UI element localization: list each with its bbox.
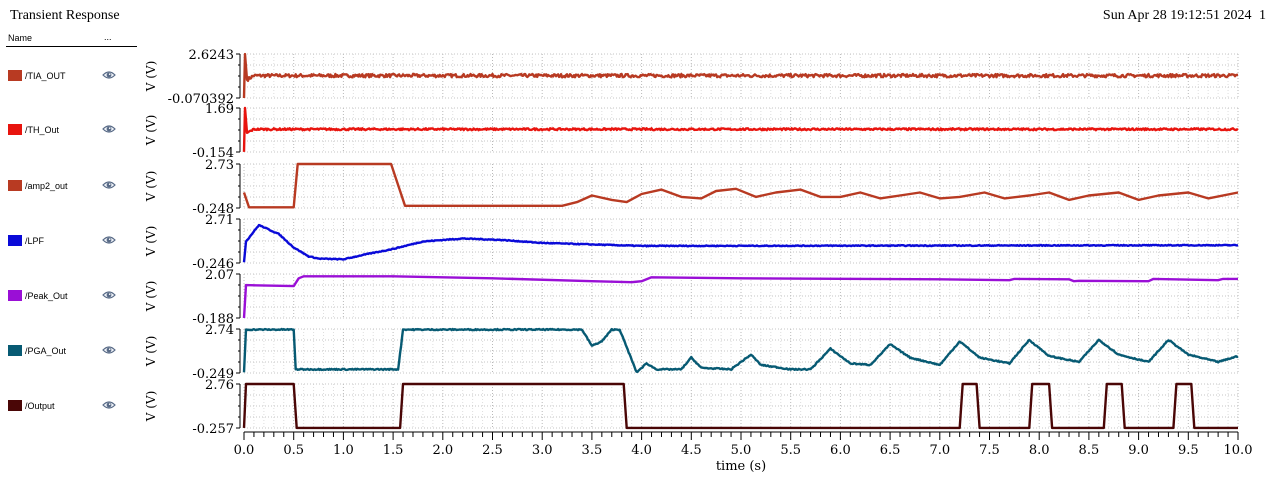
legend-label: /Peak_Out: [25, 291, 68, 301]
legend-label: /TIA_OUT: [25, 71, 66, 81]
x-tick-label: 9.0: [1128, 443, 1149, 458]
legend-item[interactable]: /Output: [6, 398, 136, 414]
y-axis-label: V (V): [144, 281, 158, 313]
x-tick-label: 0.0: [234, 443, 255, 458]
legend-label: /LPF: [25, 236, 45, 246]
x-tick-label: 2.5: [482, 443, 503, 458]
window-title: Transient Response: [10, 8, 120, 23]
y-top-label: 2.74: [205, 323, 234, 338]
legend-swatch: [8, 290, 22, 301]
legend-item[interactable]: /PGA_Out: [6, 343, 136, 359]
legend-swatch: [8, 235, 22, 246]
series-line-output[interactable]: [242, 382, 1238, 430]
x-tick-label: 9.5: [1178, 443, 1199, 458]
y-top-label: 2.73: [205, 158, 234, 173]
y-axis-label: V (V): [144, 115, 158, 147]
y-top-label: 1.69: [205, 102, 234, 117]
y-axis-label: V (V): [144, 61, 158, 93]
y-top-label: 2.07: [205, 268, 234, 283]
x-tick-label: 3.0: [532, 443, 553, 458]
x-tick-label: 6.0: [830, 443, 851, 458]
legend-header-more-button[interactable]: ...: [104, 32, 112, 42]
x-tick-label: 8.5: [1079, 443, 1100, 458]
legend-item[interactable]: /amp2_out: [6, 178, 136, 194]
y-axis-label: V (V): [144, 391, 158, 423]
x-tick-label: 10.0: [1224, 443, 1253, 458]
x-tick-label: 7.0: [929, 443, 950, 458]
y-bottom-label: -0.257: [192, 422, 234, 437]
x-tick-label: 5.5: [780, 443, 801, 458]
x-axis-label: time (s): [716, 459, 766, 474]
x-tick-label: 4.0: [631, 443, 652, 458]
legend-header-name: Name: [8, 33, 33, 43]
legend-item[interactable]: /Peak_Out: [6, 288, 136, 304]
legend-swatch: [8, 400, 22, 411]
y-axis-label: V (V): [144, 336, 158, 368]
page-number: 1: [1259, 8, 1266, 23]
y-axis-label: V (V): [144, 171, 158, 203]
y-top-label: 2.76: [205, 378, 234, 393]
x-tick-label: 0.5: [283, 443, 304, 458]
x-tick-label: 2.0: [432, 443, 453, 458]
x-tick-label: 5.0: [731, 443, 752, 458]
series-line-lpf[interactable]: [242, 223, 1239, 263]
eye-icon[interactable]: [102, 179, 116, 191]
y-bottom-label: -0.248: [192, 202, 234, 217]
legend-label: /PGA_Out: [25, 346, 67, 356]
eye-icon[interactable]: [102, 344, 116, 356]
y-bottom-label: -0.246: [192, 257, 234, 272]
eye-icon[interactable]: [102, 69, 116, 81]
x-tick-label: 8.0: [1029, 443, 1050, 458]
y-bottom-label: -0.249: [192, 367, 234, 382]
y-bottom-label: -0.070392: [168, 92, 234, 107]
timestamp-text: Sun Apr 28 19:12:51 2024: [1102, 8, 1252, 23]
legend-swatch: [8, 180, 22, 191]
series-line-tia_out[interactable]: [242, 52, 1239, 99]
legend-item[interactable]: /LPF: [6, 233, 136, 249]
x-tick-label: 1.0: [333, 443, 354, 458]
legend-item[interactable]: /TIA_OUT: [6, 68, 136, 84]
legend-header: Name ...: [6, 32, 137, 47]
x-tick-label: 3.5: [582, 443, 603, 458]
y-bottom-label: -0.188: [192, 312, 234, 327]
legend-label: /TH_Out: [25, 125, 60, 135]
legend-item[interactable]: /TH_Out: [6, 122, 136, 138]
legend-label: /Output: [25, 401, 55, 411]
legend-swatch: [8, 124, 22, 135]
y-axis-label: V (V): [144, 226, 158, 258]
x-tick-label: 6.5: [880, 443, 901, 458]
y-bottom-label: -0.154: [192, 146, 234, 161]
legend-swatch: [8, 345, 22, 356]
series-line-th_out[interactable]: [242, 106, 1239, 152]
eye-icon[interactable]: [102, 123, 116, 135]
x-tick-label: 7.5: [979, 443, 1000, 458]
legend-swatch: [8, 70, 22, 81]
x-tick-label: 4.5: [681, 443, 702, 458]
eye-icon[interactable]: [102, 289, 116, 301]
eye-icon[interactable]: [102, 399, 116, 411]
legend-panel: Name ... /TIA_OUT/TH_Out/amp2_out/LPF/Pe…: [0, 28, 140, 483]
timestamp: Sun Apr 28 19:12:51 2024 1: [1103, 8, 1266, 24]
series-line-amp2_out[interactable]: [242, 162, 1239, 209]
series-line-peak_out[interactable]: [242, 275, 1238, 319]
series-line-pga_out[interactable]: [242, 327, 1239, 373]
y-top-label: 2.71: [205, 213, 234, 228]
x-tick-label: 1.5: [383, 443, 404, 458]
eye-icon[interactable]: [102, 234, 116, 246]
legend-label: /amp2_out: [25, 181, 68, 191]
y-top-label: 2.6243: [189, 48, 235, 63]
